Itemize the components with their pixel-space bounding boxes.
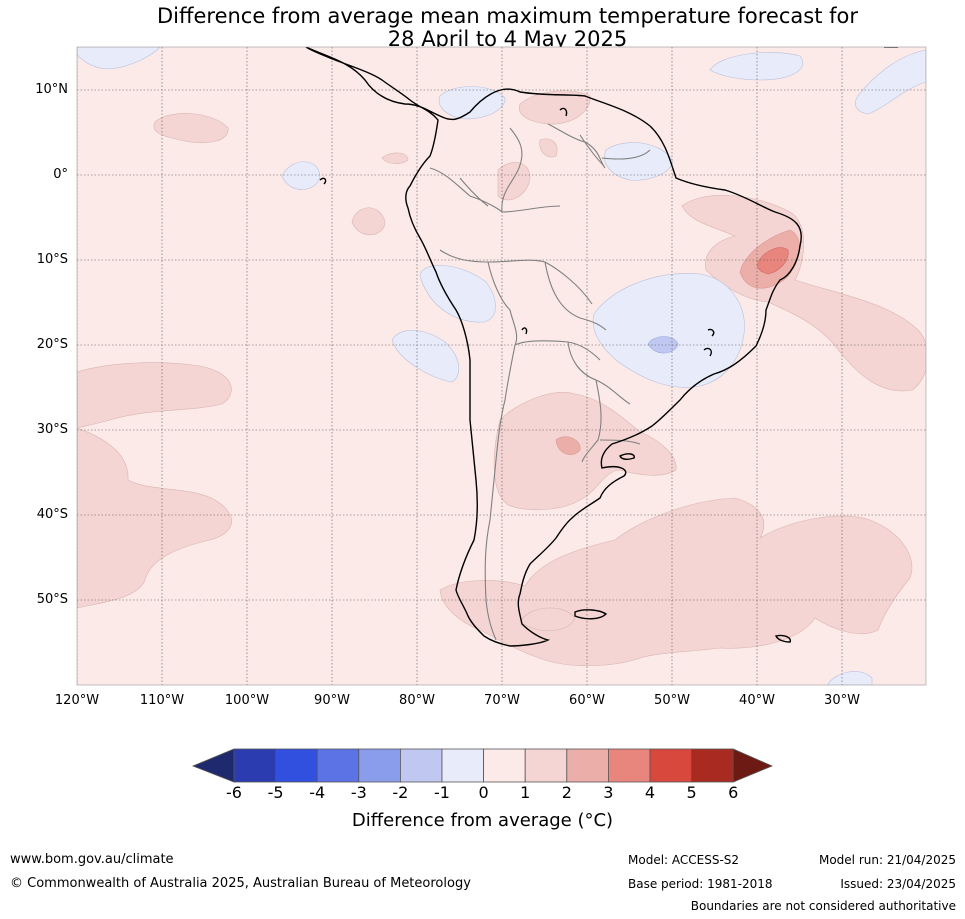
colorbar-segment (483, 748, 526, 783)
lat-label-10n: 10°N (35, 82, 68, 97)
anomaly-cool-0-1 (77, 47, 926, 685)
colorbar-segment (233, 748, 276, 783)
colorbar-segment (566, 748, 609, 783)
coastlines (305, 47, 898, 647)
lon-label-80w: 80°W (399, 693, 435, 708)
colorbar-segment (691, 748, 734, 783)
colorbar-tick: -3 (350, 783, 367, 802)
colorbar-segment (358, 748, 401, 783)
colorbar (191, 748, 774, 783)
colorbar-segment (608, 748, 651, 783)
colorbar-segment (399, 748, 443, 783)
map-frame (76, 46, 927, 686)
colorbar-tick: 1 (520, 783, 531, 802)
colorbar-tick: 2 (561, 783, 572, 802)
lat-label-10s: 10°S (36, 252, 68, 267)
colorbar-tick: -2 (392, 783, 409, 802)
colorbar-segment (649, 748, 692, 783)
issued-date: Issued: 23/04/2025 (840, 877, 956, 891)
colorbar-tick: -6 (226, 783, 242, 802)
website-link[interactable]: www.bom.gov.au/climate (10, 852, 174, 867)
colorbar-tick: 4 (644, 783, 656, 802)
base-period: Base period: 1981-2018 (628, 877, 773, 891)
model-name: Model: ACCESS-S2 (628, 853, 740, 867)
colorbar-arrow-high (732, 748, 774, 783)
colorbar-tick: -1 (434, 783, 450, 802)
lon-label-50w: 50°W (654, 693, 690, 708)
lon-label-110w: 110°W (139, 693, 185, 708)
lat-label-40s: 40°S (36, 507, 68, 522)
colorbar-tick: -5 (267, 783, 284, 802)
colorbar-label: Difference from average (°C) (351, 810, 614, 831)
colorbar-arrow-low (191, 748, 235, 783)
chart-title-line2: 28 April to 4 May 2025 (387, 27, 628, 51)
lat-label-0: 0° (53, 167, 68, 182)
map (76, 46, 927, 686)
chart-title-line1: Difference from average mean maximum tem… (157, 4, 858, 28)
anomaly-warm-1-2 (77, 90, 926, 667)
colorbar-tick: 6 (728, 783, 739, 802)
colorbar-segment (316, 748, 360, 783)
lat-label-50s: 50°S (36, 592, 68, 607)
colorbar-tick: 5 (686, 783, 697, 802)
colorbar-segment (524, 748, 568, 783)
colorbar-segment (275, 748, 318, 783)
lon-label-100w: 100°W (224, 693, 270, 708)
copyright-text: © Commonwealth of Australia 2025, Austra… (10, 876, 471, 891)
colorbar-tick: 3 (603, 783, 614, 802)
colorbar-tick: -4 (309, 783, 326, 802)
lon-label-70w: 70°W (484, 693, 520, 708)
lon-label-30w: 30°W (824, 693, 860, 708)
boundaries-disclaimer: Boundaries are not considered authoritat… (690, 899, 956, 913)
country-borders (429, 123, 651, 641)
lon-label-120w: 120°W (54, 693, 100, 708)
lon-label-60w: 60°W (569, 693, 605, 708)
lon-label-40w: 40°W (739, 693, 775, 708)
colorbar-tick: 0 (478, 783, 489, 802)
anomaly-warm-3-4 (757, 247, 789, 275)
colorbar-segment (441, 748, 484, 783)
lat-label-30s: 30°S (36, 422, 68, 437)
lat-label-20s: 20°S (36, 337, 68, 352)
lon-label-90w: 90°W (314, 693, 350, 708)
model-run-date: Model run: 21/04/2025 (818, 853, 956, 867)
